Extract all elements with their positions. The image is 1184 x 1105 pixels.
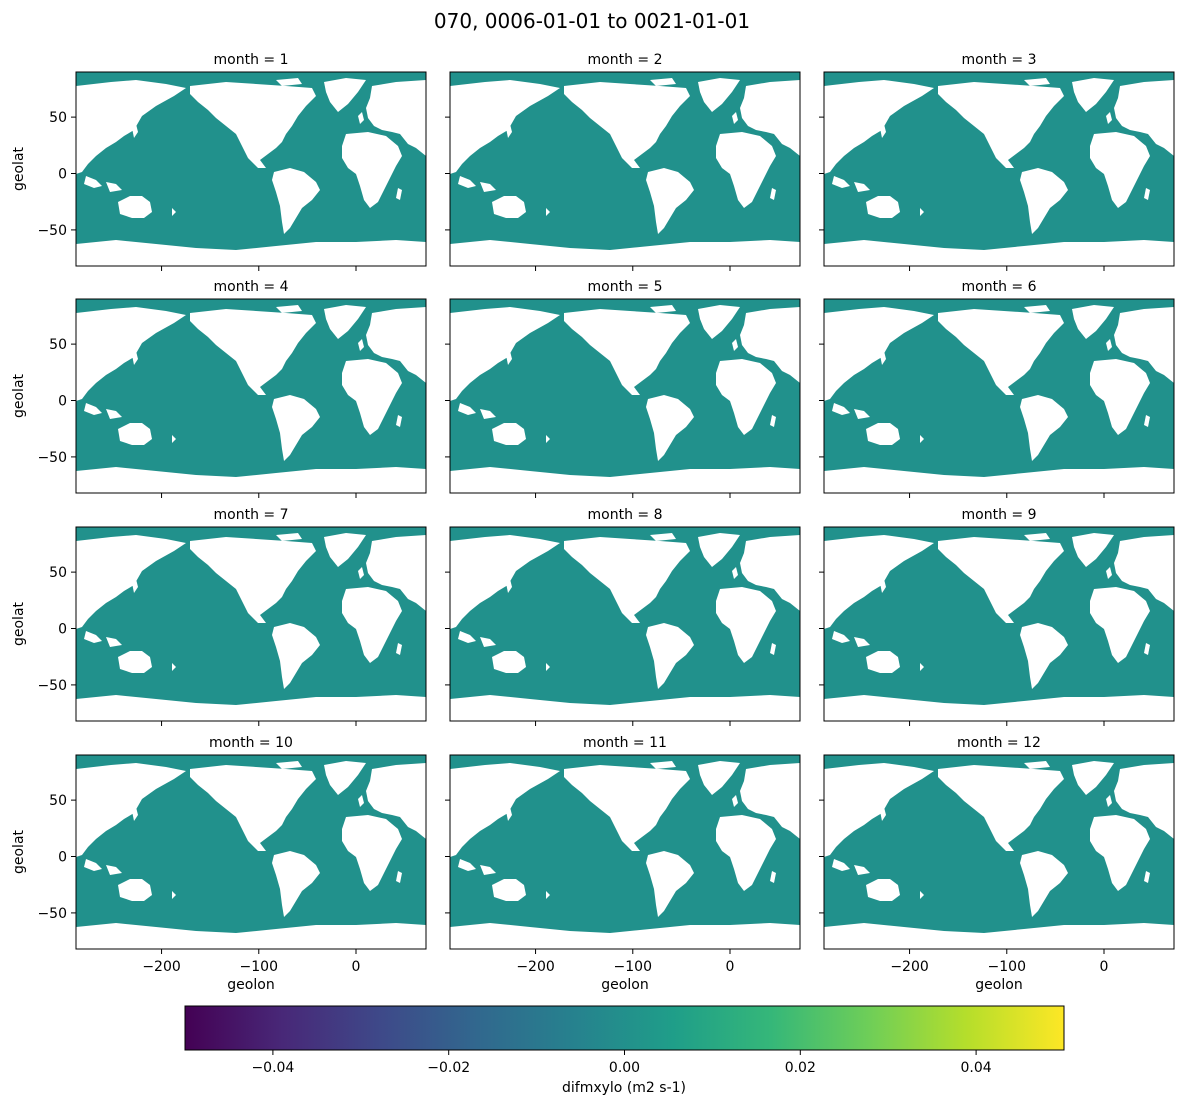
land-mask	[76, 305, 426, 493]
y-tick-label: −50	[37, 223, 67, 239]
panel-frame	[449, 298, 801, 494]
colorbar-label: difmxylo (m2 s-1)	[562, 1080, 686, 1096]
panel-title: month = 4	[214, 279, 289, 295]
y-tick-label: 0	[58, 622, 67, 638]
y-tick-label: 50	[49, 565, 67, 581]
y-tick-label: 50	[49, 110, 67, 126]
panel-title: month = 5	[588, 279, 663, 295]
map-panel-4: month = 4 50 0 −50 geolat	[11, 279, 427, 498]
map-panel-10: month = 10 50 0 −50 geolat −200 −100 0 geolon	[11, 735, 427, 993]
y-axis-label: geolat	[11, 146, 27, 191]
panel-title: month = 12	[957, 735, 1041, 751]
map-panel-5: month = 5	[445, 279, 801, 498]
colorbar-tick-label: −0.02	[427, 1060, 470, 1076]
panel-frame	[823, 754, 1175, 950]
panel-frame	[75, 298, 427, 494]
y-tick-label: 0	[58, 394, 67, 410]
colorbar-ticks: −0.04 −0.02 0.00 0.02 0.04	[251, 1050, 992, 1076]
colorbar-tick-label: 0.00	[609, 1060, 640, 1076]
land-mask	[824, 533, 1174, 721]
panel-title: month = 1	[214, 52, 289, 68]
land-mask	[824, 761, 1174, 949]
panel-frame	[823, 71, 1175, 267]
y-tick-label: 50	[49, 793, 67, 809]
map-panel-9: month = 9	[819, 507, 1175, 726]
y-tick-label: 0	[58, 167, 67, 183]
x-tick-label: 0	[352, 959, 361, 975]
land-mask	[450, 761, 800, 949]
x-axis-label: geolon	[227, 977, 274, 993]
y-tick-label: 50	[49, 337, 67, 353]
land-mask	[450, 78, 800, 266]
land-mask	[76, 78, 426, 266]
land-mask	[450, 305, 800, 493]
panel-title: month = 6	[962, 279, 1037, 295]
x-tick-label: −100	[240, 959, 278, 975]
y-tick-label: −50	[37, 906, 67, 922]
map-panel-6: month = 6	[819, 279, 1175, 498]
colorbar-tick-label: 0.02	[785, 1060, 816, 1076]
y-tick-label: −50	[37, 450, 67, 466]
map-panel-11: month = 11 −200 −100 0 geolon	[445, 735, 801, 993]
land-mask	[824, 305, 1174, 493]
figure-title: 070, 0006-01-01 to 0021-01-01	[434, 9, 750, 33]
map-panel-2: month = 2	[445, 52, 801, 271]
colorbar: −0.04 −0.02 0.00 0.02 0.04 difmxylo (m2 s-1)	[184, 1005, 1065, 1096]
land-mask	[76, 533, 426, 721]
map-panel-7: month = 7 50 0 −50 geolat	[11, 507, 427, 726]
panel-title: month = 10	[209, 735, 293, 751]
x-axis-label: geolon	[601, 977, 648, 993]
y-tick-label: 0	[58, 850, 67, 866]
y-axis-label: geolat	[11, 829, 27, 874]
colorbar-tick-label: 0.04	[961, 1060, 992, 1076]
panel-title: month = 3	[962, 52, 1037, 68]
y-axis-label: geolat	[11, 601, 27, 646]
x-tick-label: −100	[614, 959, 652, 975]
x-tick-label: −200	[516, 959, 554, 975]
panel-frame	[75, 71, 427, 267]
panel-frame	[449, 754, 801, 950]
y-tick-label: −50	[37, 678, 67, 694]
panel-frame	[449, 526, 801, 722]
x-tick-label: 0	[1100, 959, 1109, 975]
x-tick-label: 0	[726, 959, 735, 975]
map-panel-1: month = 1 50 0 −50 geolat	[11, 52, 427, 271]
panel-frame	[449, 71, 801, 267]
x-tick-label: −200	[142, 959, 180, 975]
panel-frame	[75, 754, 427, 950]
x-tick-label: −100	[988, 959, 1026, 975]
x-axis-label: geolon	[975, 977, 1022, 993]
map-panel-12: month = 12 −200 −100 0 geolon	[819, 735, 1175, 993]
map-panel-3: month = 3	[819, 52, 1175, 271]
panel-title: month = 11	[583, 735, 667, 751]
colorbar-gradient	[184, 1005, 1065, 1051]
panel-grid: month = 1 50 0 −50 geolat month = 2 month = 3 m…	[11, 52, 1175, 993]
panel-title: month = 8	[588, 507, 663, 523]
panel-title: month = 7	[214, 507, 289, 523]
land-mask	[76, 761, 426, 949]
panel-frame	[75, 526, 427, 722]
map-panel-8: month = 8	[445, 507, 801, 726]
y-axis-label: geolat	[11, 373, 27, 418]
panel-title: month = 2	[588, 52, 663, 68]
colorbar-tick-label: −0.04	[251, 1060, 294, 1076]
x-tick-label: −200	[890, 959, 928, 975]
panel-frame	[823, 526, 1175, 722]
panel-frame	[823, 298, 1175, 494]
land-mask	[824, 78, 1174, 266]
land-mask	[450, 533, 800, 721]
panel-title: month = 9	[962, 507, 1037, 523]
